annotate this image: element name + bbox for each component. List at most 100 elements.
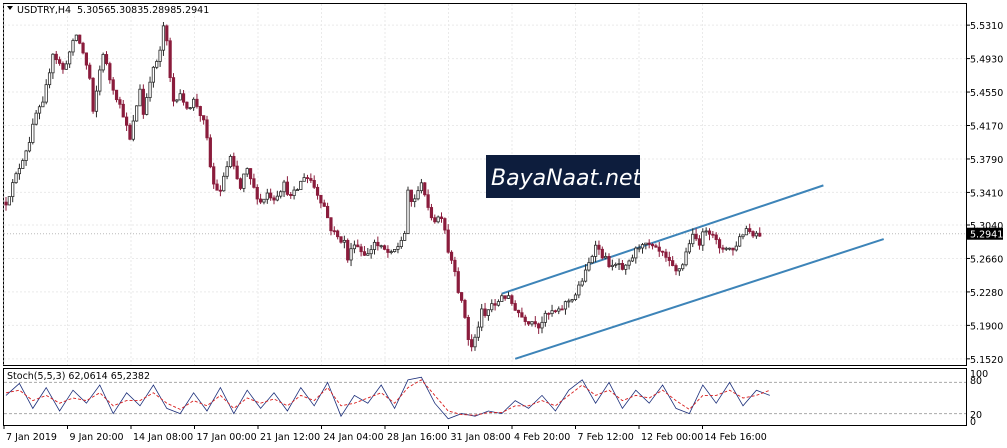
candle-body [312,180,316,188]
stochastic [4,376,966,420]
candle-body [731,247,735,251]
candle-body [459,292,464,301]
candle-body [654,245,658,248]
candle-body [583,269,588,282]
current-price-tag: 5.2941 [967,227,1003,241]
candle-body [389,251,393,254]
candle-body [553,310,558,313]
dropdown-triangle-icon [7,6,13,10]
y-tick-label: 5.2280 [970,288,1003,299]
candle-body [406,189,410,234]
candle-body [135,105,139,122]
candle-body [443,218,447,231]
candle-body [399,240,403,248]
candle-body [604,256,608,259]
candle-body [88,64,92,79]
candle-body [319,194,323,204]
candle-body [738,236,742,247]
chart-header: USDTRY,H4 5.3056 5.3083 5.2898 5.2941 [7,5,209,16]
candle-body [24,150,28,161]
candle-body [51,53,55,74]
candle-body [346,239,350,261]
candle-body [171,77,176,102]
candle-body [74,34,78,41]
candle-body [667,256,671,261]
candle-body [496,301,501,306]
candle-body [94,90,99,112]
candle-body [21,160,25,169]
candle-body [470,339,474,348]
candle-body [664,251,668,258]
candle-body [238,178,243,189]
candle-body [121,103,125,118]
x-tick-label: 17 Jan 00:00 [197,432,257,443]
candle-body [84,52,88,66]
candle-body [590,256,594,264]
candle-body [587,262,591,271]
candle-body [650,244,655,247]
candle-body [289,194,293,196]
candle-body [141,88,145,115]
candle-body [279,191,283,197]
candle-body [7,196,11,206]
candle-body [433,217,437,223]
x-tick-label: 4 Feb 20:00 [514,432,570,443]
candle-body [714,234,718,241]
candle-body [275,195,279,201]
candle-body [27,142,32,152]
candle-body [158,49,162,62]
candle-body [181,93,186,103]
candle-body [627,260,631,266]
candle-body [81,42,85,54]
channel-lower-line [514,238,885,360]
channel-upper-line [501,184,824,295]
candle-body [325,205,330,219]
watermark: BayaNaat.net [486,155,643,198]
candle-body [751,231,755,237]
candle-body [707,230,712,235]
stoch-level-0: 0 [970,417,976,428]
grid [3,4,966,365]
candle-body [178,93,182,101]
y-tick-label: 5.5310 [970,21,1003,32]
candle-body [382,245,387,250]
candles [4,22,762,352]
candle-body [342,239,346,243]
candle-body [423,182,427,196]
candle-body [490,303,494,311]
candle-body [677,268,681,272]
candle-body [37,106,42,114]
x-tick-label: 7 Jan 2019 [6,432,57,443]
candle-body [225,166,229,177]
x-tick-label: 14 Feb 16:00 [705,432,767,443]
candle-body [392,249,397,253]
candle-body [530,321,534,325]
candle-body [309,178,313,181]
stoch-main-line [5,376,770,420]
candle-body [54,53,58,61]
candle-body [516,309,521,314]
candle-body [215,183,219,191]
stoch-signal-line [5,379,770,416]
candle-body [550,310,554,315]
candle-body [624,264,628,270]
candle-body [563,301,568,310]
candle-body [369,249,373,255]
candle-body [322,202,326,207]
candle-body [617,263,621,265]
candle-body [285,181,290,195]
candle-body [78,34,82,44]
candle-body [104,54,109,64]
candle-body [58,59,62,64]
candle-body [252,178,256,188]
candle-body [661,250,665,253]
y-tick-label: 5.4930 [970,55,1003,66]
candle-body [118,99,122,105]
candle-body [446,229,450,253]
stoch-level-20: 20 [970,410,982,421]
current-price-value: 5.2941 [970,230,1003,241]
candle-body [403,233,407,241]
candle-body [262,198,266,203]
candle-body [419,182,424,192]
candle-body [557,308,561,312]
